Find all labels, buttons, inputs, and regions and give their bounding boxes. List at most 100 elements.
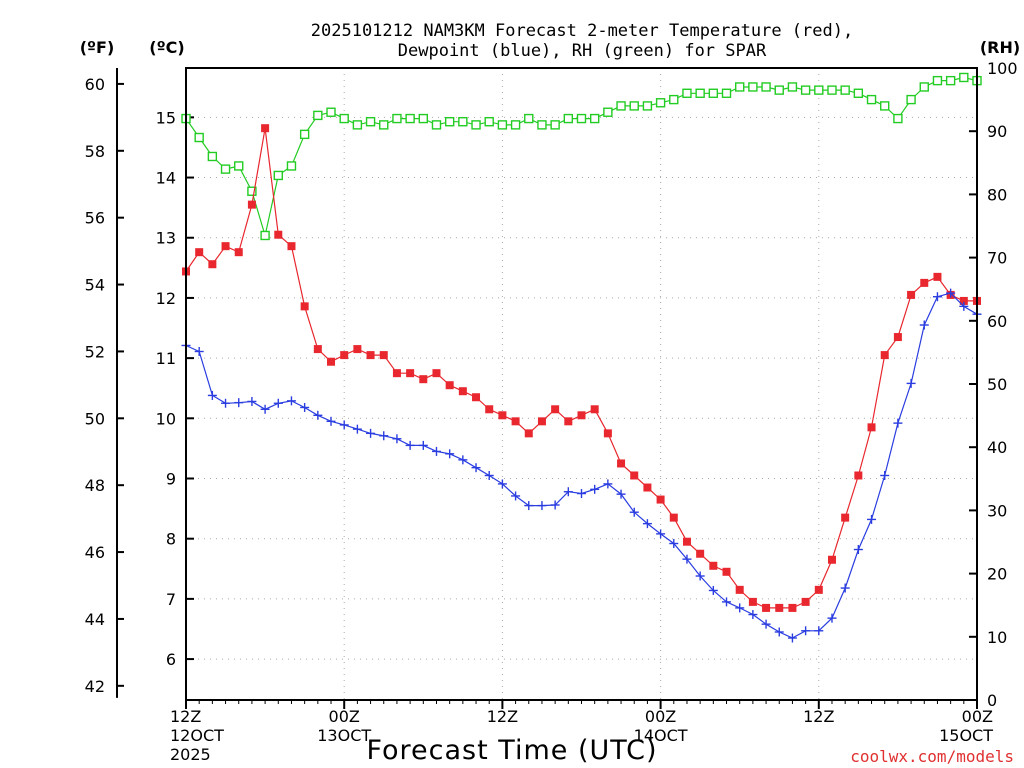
- rh-tick-label: 50: [987, 375, 1007, 394]
- dewpoint-point: [853, 545, 863, 555]
- dewpoint-point: [893, 418, 903, 428]
- rh-point: [814, 85, 824, 95]
- dewpoint-point: [722, 597, 732, 607]
- temperature-point: [366, 351, 375, 360]
- rh-axis-label: (RH): [980, 38, 1020, 57]
- dewpoint-point: [352, 424, 362, 434]
- dewpoint-point: [814, 626, 824, 636]
- temperature-point: [788, 603, 797, 612]
- temperature-point: [762, 603, 771, 612]
- dewpoint-point: [642, 519, 652, 529]
- temperature-point: [261, 124, 270, 133]
- dewpoint-point: [392, 434, 402, 444]
- time-tick-label-hour: 00Z: [962, 707, 993, 726]
- dewpoint-point: [405, 440, 415, 450]
- dewpoint-point: [537, 501, 547, 511]
- temperature-point: [577, 411, 586, 420]
- dewpoint-point: [234, 398, 244, 408]
- temperature-point: [234, 248, 243, 257]
- dewpoint-point: [682, 554, 692, 564]
- rh-point: [669, 94, 679, 105]
- temperature-point: [656, 495, 665, 504]
- gridlines: [186, 68, 977, 700]
- temperature-point: [959, 296, 968, 305]
- dewpoint-line: [185, 292, 978, 639]
- rh-point: [458, 117, 468, 127]
- rh-point: [497, 120, 508, 130]
- temperature-point: [841, 513, 850, 522]
- dewpoint-point: [286, 396, 296, 406]
- temperature-point: [696, 549, 705, 558]
- celsius-tick-label: 15: [156, 108, 176, 127]
- rh-point: [379, 120, 389, 130]
- dewpoint-point: [300, 402, 310, 412]
- rh-line: [185, 76, 978, 238]
- temperature-point: [775, 603, 784, 612]
- celsius-tick-label: 10: [156, 409, 176, 428]
- temperature-point: [880, 351, 889, 360]
- dewpoint-point: [590, 484, 600, 494]
- rh-point: [313, 110, 323, 121]
- dewpoint-point: [445, 449, 455, 459]
- rh-point: [603, 107, 613, 117]
- rh-point: [444, 117, 455, 127]
- rh-point: [273, 170, 283, 181]
- temperature-series: [182, 124, 981, 612]
- rh-point: [576, 113, 587, 124]
- fahrenheit-tick-label: 54: [85, 276, 105, 295]
- time-tick-label-date: 13OCT: [317, 726, 371, 745]
- rh-point: [510, 120, 521, 130]
- rh-point: [550, 120, 560, 130]
- temperature-point: [537, 417, 546, 426]
- dewpoint-point: [880, 470, 890, 480]
- dewpoint-point: [273, 398, 283, 408]
- dewpoint-point: [959, 301, 969, 311]
- dewpoint-point: [418, 440, 428, 450]
- rh-point: [959, 72, 969, 83]
- rh-tick-label: 60: [987, 312, 1007, 331]
- temperature-point: [630, 471, 639, 480]
- rh-tick-label: 0: [987, 691, 997, 710]
- temperature-point: [419, 375, 428, 384]
- dewpoint-point: [801, 626, 811, 636]
- temperature-point: [617, 459, 626, 468]
- rh-point: [880, 101, 890, 111]
- fahrenheit-tick-label: 48: [85, 476, 105, 495]
- temperature-point: [524, 429, 533, 438]
- temperature-point: [274, 230, 283, 239]
- temperature-point: [643, 483, 652, 492]
- dewpoint-point: [458, 455, 468, 465]
- time-tick-label-hour: 12Z: [803, 707, 834, 726]
- fahrenheit-tick-label: 46: [85, 543, 105, 562]
- rh-point: [484, 117, 494, 127]
- rh-axis: 0 10 20 30 40 50 60 70 80 90 100: [969, 59, 1018, 710]
- rh-point: [906, 94, 916, 105]
- time-tick-label-year: 2025: [170, 745, 211, 764]
- rh-point: [682, 88, 692, 98]
- temperature-point: [669, 513, 678, 522]
- rh-point: [524, 113, 534, 124]
- celsius-tick-label: 12: [156, 289, 176, 308]
- temperature-point: [801, 597, 810, 606]
- temperature-point: [353, 345, 362, 354]
- rh-tick-label: 20: [987, 565, 1007, 584]
- dewpoint-point: [761, 619, 771, 629]
- temperature-point: [551, 405, 560, 414]
- dewpoint-point: [946, 288, 956, 298]
- title-block: 2025101212 NAM3KM Forecast 2-meter Tempe…: [311, 21, 853, 61]
- dewpoint-point: [194, 346, 204, 356]
- time-tick-label-date: 15OCT: [939, 726, 993, 745]
- dewpoint-point: [774, 627, 784, 637]
- dewpoint-point: [735, 603, 745, 613]
- temperature-point: [682, 537, 691, 546]
- temperature-point: [472, 393, 481, 402]
- rh-point: [220, 164, 231, 174]
- dewpoint-point: [313, 410, 323, 420]
- rh-point: [352, 120, 363, 130]
- temperature-point: [445, 381, 454, 390]
- rh-point: [853, 88, 864, 98]
- temperature-point: [221, 242, 230, 251]
- temperature-line: [185, 128, 977, 609]
- dewpoint-point: [524, 501, 534, 511]
- rh-point: [800, 85, 811, 95]
